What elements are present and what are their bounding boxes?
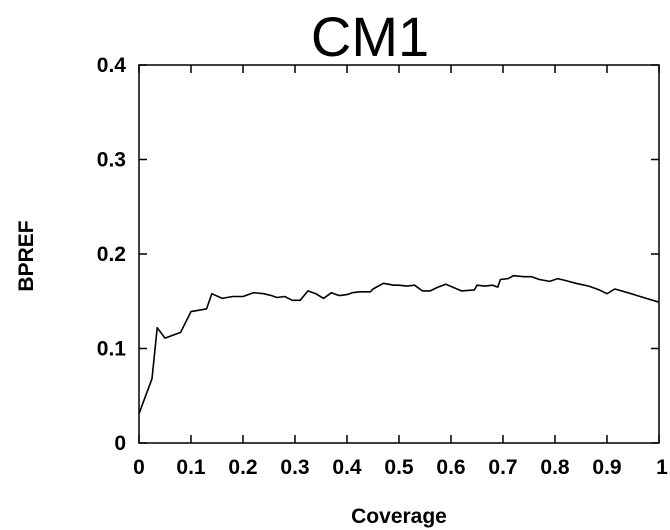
y-axis-label: BPREF xyxy=(15,220,38,291)
series-line xyxy=(138,274,660,414)
y-axis-ticks: 0 0.1 0.2 0.3 0.4 xyxy=(97,54,659,455)
x-tick-label: 0.5 xyxy=(384,456,414,479)
x-tick-label: 0.1 xyxy=(176,456,206,479)
y-tick-label: 0 xyxy=(114,432,126,455)
x-tick-label: 1 xyxy=(656,456,668,479)
x-tick-label: 0.3 xyxy=(280,456,309,479)
chart-title: CM1 xyxy=(311,5,429,68)
y-tick-label: 0.4 xyxy=(97,54,127,77)
x-tick-label: 0.4 xyxy=(332,456,362,479)
x-tick-label: 0.2 xyxy=(228,456,257,479)
x-tick-label: 0 xyxy=(133,456,145,479)
x-axis-ticks: 0 0.1 0.2 0.3 0.4 0.5 0.6 0.7 0.8 0.9 1 xyxy=(133,65,668,479)
plot-frame xyxy=(138,64,660,444)
x-tick-label: 0.6 xyxy=(436,456,465,479)
x-tick-label: 0.8 xyxy=(540,456,570,479)
x-axis-label: Coverage xyxy=(351,505,447,528)
y-tick-label: 0.1 xyxy=(97,338,127,361)
y-tick-label: 0.3 xyxy=(97,149,126,172)
x-tick-label: 0.7 xyxy=(488,456,517,479)
x-tick-label: 0.9 xyxy=(592,456,621,479)
y-tick-label: 0.2 xyxy=(97,243,126,266)
